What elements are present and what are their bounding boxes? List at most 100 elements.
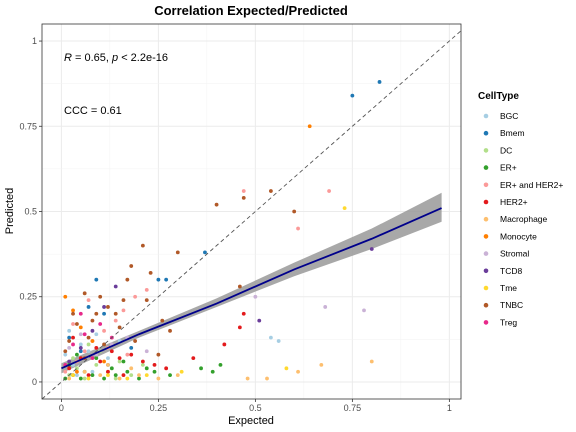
plot-panel: R = 0.65, p < 2.2e-16 CCC = 0.61	[41, 23, 462, 400]
data-point	[82, 349, 87, 354]
data-point	[86, 298, 91, 303]
data-point	[121, 373, 126, 378]
data-point	[90, 373, 95, 378]
legend-label: Stromal	[500, 249, 529, 259]
legend-key	[483, 199, 489, 205]
data-point	[71, 373, 75, 378]
data-point	[117, 376, 122, 381]
x-tick-label: 0.5	[249, 403, 262, 413]
data-point	[144, 366, 149, 371]
data-point	[113, 318, 118, 323]
data-point	[117, 359, 122, 364]
series-tme	[71, 206, 347, 381]
data-point	[140, 243, 145, 248]
legend-label: ER+ and HER2+	[500, 180, 563, 190]
data-point	[94, 356, 99, 360]
data-point	[106, 356, 110, 360]
data-point	[94, 277, 99, 282]
y-axis-ticks: 0 0.25 0.5 0.75 1	[19, 36, 42, 387]
data-point	[152, 369, 157, 374]
data-point	[75, 322, 79, 326]
data-point	[86, 373, 91, 378]
legend-title: CellType	[478, 91, 519, 102]
x-tick-label: 0	[59, 403, 64, 413]
data-point	[106, 305, 110, 309]
series-tnbc	[63, 189, 297, 360]
series-bmem	[67, 80, 382, 367]
data-point	[199, 366, 203, 371]
data-point	[71, 335, 75, 340]
data-point	[125, 277, 130, 282]
data-point	[362, 308, 366, 313]
data-point	[129, 373, 134, 378]
data-point	[117, 356, 122, 360]
data-point	[106, 363, 110, 367]
legend-key	[483, 182, 489, 188]
data-point	[86, 376, 91, 381]
data-point	[140, 363, 145, 367]
x-tick-label: 0.75	[344, 403, 362, 413]
data-point	[90, 369, 95, 374]
series-monocyte	[63, 124, 312, 374]
data-point	[109, 349, 114, 354]
points-layer	[63, 80, 382, 381]
data-point	[78, 332, 83, 337]
legend-label: HER2+	[500, 197, 528, 207]
data-point	[129, 352, 134, 357]
data-point	[144, 288, 149, 292]
data-point	[71, 308, 75, 313]
data-point	[245, 376, 250, 381]
chart-title: Correlation Expected/Predicted	[154, 3, 348, 18]
gridlines	[42, 24, 461, 399]
data-point	[78, 311, 83, 316]
y-tick-label: 0.75	[19, 121, 37, 131]
data-point	[168, 373, 172, 378]
data-point	[148, 270, 153, 275]
data-point	[121, 308, 126, 313]
data-point	[102, 359, 106, 364]
data-point	[129, 345, 134, 350]
r-value: = 0.65,	[72, 52, 112, 64]
y-tick-label: 1	[32, 36, 37, 46]
data-point	[109, 366, 114, 371]
data-point	[98, 359, 103, 364]
data-point	[268, 335, 273, 340]
y-tick-label: 0	[32, 377, 37, 387]
data-point	[156, 277, 161, 282]
data-point	[129, 366, 134, 371]
data-point	[94, 363, 99, 367]
data-point	[214, 202, 219, 207]
legend-key	[483, 302, 489, 308]
data-point	[222, 342, 227, 347]
data-point	[164, 277, 169, 282]
series-stromal	[67, 294, 366, 357]
data-point	[144, 373, 149, 378]
data-point	[71, 342, 75, 347]
identity-line	[41, 30, 462, 400]
data-point	[179, 369, 184, 374]
data-point	[296, 226, 300, 231]
data-point	[102, 305, 106, 309]
data-point	[175, 250, 180, 255]
data-point	[63, 369, 68, 374]
data-point	[75, 352, 79, 357]
regression-line	[61, 207, 442, 370]
data-point	[75, 373, 79, 378]
data-point	[78, 349, 83, 354]
legend-label: Macrophage	[500, 214, 548, 224]
data-point	[144, 298, 149, 303]
correlation-annotation: R = 0.65, p < 2.2e-16	[64, 52, 168, 64]
data-point	[94, 345, 99, 350]
legend-label: BGC	[500, 111, 518, 121]
legend-label: Monocyte	[500, 231, 537, 241]
data-point	[106, 373, 110, 378]
data-point	[78, 342, 83, 347]
data-point	[121, 298, 126, 303]
data-point	[86, 305, 91, 309]
x-tick-label: 1	[447, 403, 452, 413]
legend-key	[483, 320, 489, 325]
data-point	[102, 311, 106, 316]
data-point	[82, 332, 87, 337]
data-point	[90, 318, 95, 323]
legend: CellType BGC Bmem DC ER+ ER+ and HER2+ HER2+ M…	[478, 91, 563, 327]
